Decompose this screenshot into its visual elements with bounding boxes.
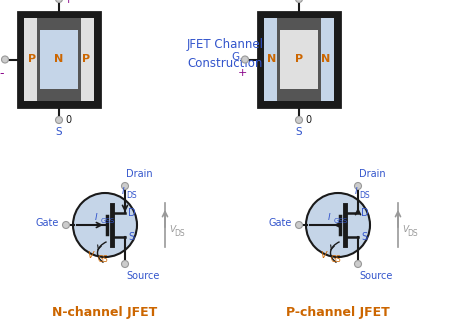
Circle shape (73, 193, 137, 257)
Text: Drain: Drain (359, 169, 386, 179)
Bar (258, 12, 340, 107)
Circle shape (122, 183, 129, 190)
Bar (39, 89, 79, 101)
Circle shape (355, 183, 361, 190)
Text: D: D (361, 208, 369, 218)
Text: DS: DS (126, 191, 137, 200)
Text: -: - (304, 0, 309, 7)
Bar (78, 18, 94, 101)
Circle shape (296, 116, 302, 123)
Text: -: - (0, 67, 4, 81)
Circle shape (55, 0, 63, 3)
Text: S: S (128, 232, 134, 242)
Bar (279, 89, 319, 101)
Text: 0: 0 (65, 115, 71, 125)
Circle shape (355, 261, 361, 267)
Text: N: N (54, 55, 63, 64)
Text: V: V (402, 225, 408, 235)
Circle shape (296, 221, 302, 229)
Bar (40, 18, 78, 101)
Text: I: I (122, 188, 124, 196)
Bar (318, 18, 321, 101)
Circle shape (55, 116, 63, 123)
Text: V: V (87, 250, 93, 260)
Circle shape (296, 0, 302, 3)
Text: V: V (169, 225, 175, 235)
Text: S: S (56, 127, 62, 137)
Text: GSS: GSS (334, 218, 348, 224)
Text: N: N (321, 55, 331, 64)
Text: Gate: Gate (36, 218, 59, 228)
Bar (37, 18, 40, 101)
Circle shape (1, 56, 9, 63)
Text: Source: Source (126, 271, 159, 281)
Bar (279, 18, 319, 30)
Bar (318, 18, 334, 101)
Text: I: I (355, 188, 357, 196)
Text: +: + (64, 0, 73, 5)
Text: 0: 0 (305, 115, 311, 125)
Bar (264, 18, 280, 101)
Text: Drain: Drain (126, 169, 153, 179)
Text: DS: DS (359, 191, 369, 200)
Text: S: S (296, 127, 302, 137)
Text: P: P (82, 55, 90, 64)
Text: Source: Source (359, 271, 392, 281)
Text: I: I (94, 213, 97, 221)
Text: S: S (361, 232, 367, 242)
Bar (24, 18, 40, 101)
Text: Gate: Gate (269, 218, 292, 228)
Text: N-channel JFET: N-channel JFET (52, 306, 158, 319)
Text: N: N (267, 55, 277, 64)
Text: G: G (231, 53, 239, 63)
Text: P: P (295, 55, 303, 64)
Text: DS: DS (407, 230, 418, 239)
Text: +: + (237, 67, 247, 78)
Text: GSS: GSS (101, 218, 115, 224)
Circle shape (306, 193, 370, 257)
Text: GS: GS (331, 255, 342, 264)
Circle shape (242, 56, 248, 63)
Bar (18, 12, 100, 107)
Text: I: I (328, 213, 330, 221)
Bar (24, 18, 94, 101)
Circle shape (63, 221, 69, 229)
Bar (264, 18, 334, 101)
Bar (78, 18, 81, 101)
Bar (39, 18, 79, 30)
Text: DS: DS (174, 230, 184, 239)
Text: P-channel JFET: P-channel JFET (286, 306, 390, 319)
Bar (280, 18, 318, 101)
Text: D: D (128, 208, 135, 218)
Text: V: V (320, 250, 326, 260)
Bar (277, 18, 280, 101)
Text: JFET Channel
Construction: JFET Channel Construction (186, 38, 264, 70)
Circle shape (122, 261, 129, 267)
Text: GS: GS (98, 255, 108, 264)
Text: P: P (28, 55, 36, 64)
